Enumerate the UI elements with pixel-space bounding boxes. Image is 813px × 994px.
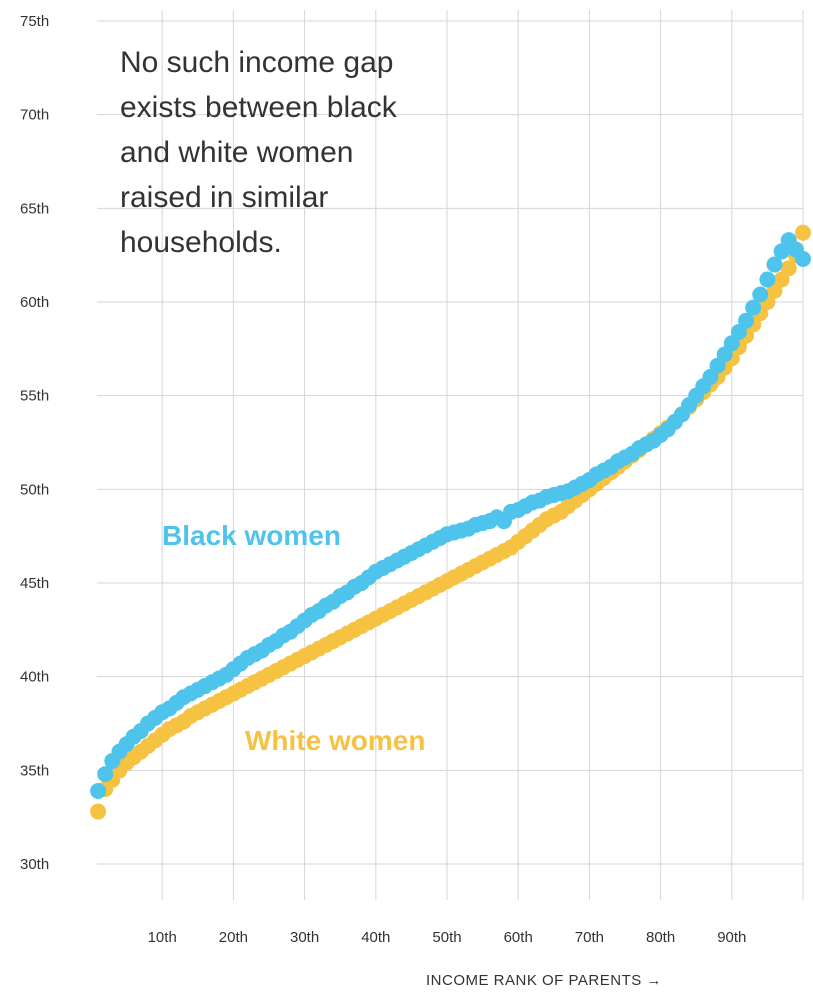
y-tick-label: 75th	[20, 13, 49, 30]
y-tick-label: 60th	[20, 294, 49, 311]
point-white-women	[795, 224, 811, 241]
point-black-women	[90, 782, 107, 799]
gridlines	[97, 10, 804, 900]
x-tick-label: 20th	[219, 929, 248, 946]
y-tick-label: 45th	[20, 575, 49, 592]
annotation-line: raised in similar	[120, 181, 329, 214]
data-points	[90, 224, 811, 820]
y-tick-label: 50th	[20, 481, 49, 498]
annotation-line: and white women	[120, 136, 354, 169]
y-axis-tick-labels: 30th 35th 40th 45th 50th 55th 60th 65th 70th 75th	[20, 13, 49, 873]
point-white-women	[780, 260, 797, 277]
x-tick-label: 40th	[361, 929, 390, 946]
point-black-women	[766, 256, 783, 273]
point-white-women	[90, 803, 107, 820]
x-tick-label: 90th	[717, 929, 746, 946]
x-tick-label: 60th	[504, 929, 533, 946]
y-tick-label: 55th	[20, 388, 49, 405]
x-axis-title: INCOME RANK OF PARENTS →	[426, 972, 662, 989]
y-tick-label: 65th	[20, 200, 49, 217]
point-black-women	[752, 286, 769, 303]
x-tick-label: 30th	[290, 929, 319, 946]
annotation-line: households.	[120, 226, 282, 259]
x-tick-label: 70th	[575, 929, 604, 946]
chart-annotation: No such income gap exists between black …	[120, 40, 500, 265]
y-tick-label: 30th	[20, 856, 49, 873]
y-tick-label: 35th	[20, 762, 49, 779]
x-tick-label: 50th	[432, 929, 461, 946]
point-black-women	[738, 312, 755, 329]
point-black-women	[745, 299, 762, 316]
y-tick-label: 40th	[20, 669, 49, 686]
point-black-women	[759, 271, 776, 288]
x-axis-tick-labels: 10th 20th 30th 40th 50th 60th 70th 80th 90th	[148, 929, 747, 946]
x-tick-label: 10th	[148, 929, 177, 946]
annotation-line: exists between black	[120, 91, 397, 124]
series-label-black-women: Black women	[162, 520, 341, 551]
point-black-women	[97, 766, 114, 783]
y-tick-label: 70th	[20, 107, 49, 124]
series-label-white-women: White women	[245, 725, 425, 756]
annotation-line: No such income gap	[120, 46, 394, 79]
point-black-women	[795, 250, 811, 267]
x-tick-label: 80th	[646, 929, 675, 946]
